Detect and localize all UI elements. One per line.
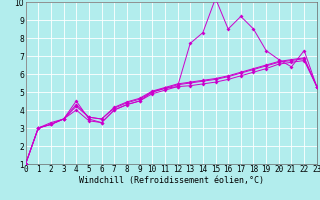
X-axis label: Windchill (Refroidissement éolien,°C): Windchill (Refroidissement éolien,°C): [79, 176, 264, 185]
